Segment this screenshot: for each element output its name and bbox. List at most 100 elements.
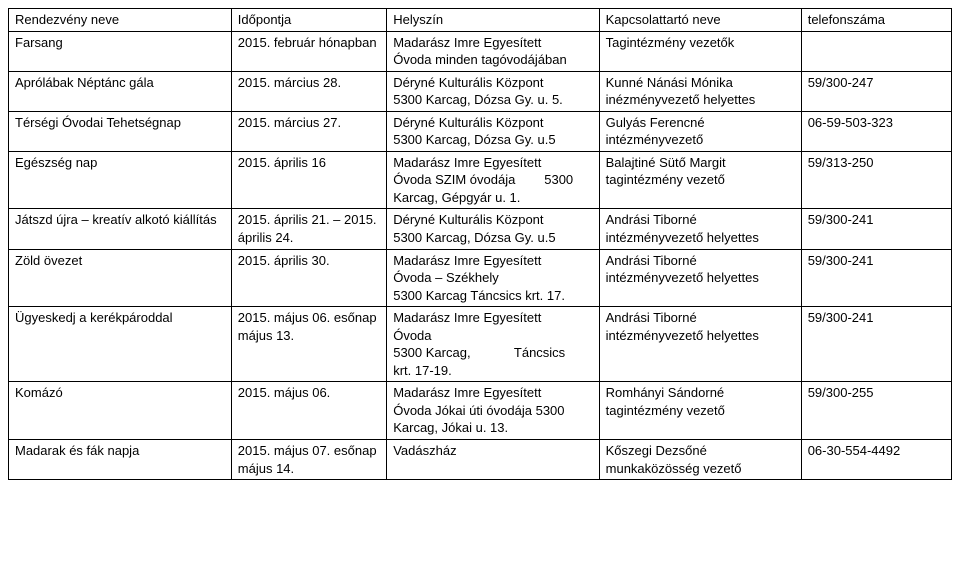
cell-location: Madarász Imre EgyesítettÓvoda – Székhely…	[387, 249, 599, 307]
location-line: 5300 Karcag, Táncsics	[393, 344, 592, 362]
contact-line: Andrási Tiborné	[606, 252, 795, 270]
cell-phone: 59/300-247	[801, 71, 951, 111]
contact-line: Andrási Tiborné	[606, 309, 795, 327]
location-line: Madarász Imre Egyesített	[393, 34, 592, 52]
table-row: Zöld övezet2015. április 30.Madarász Imr…	[9, 249, 952, 307]
cell-phone: 59/300-241	[801, 249, 951, 307]
location-line: 5300 Karcag, Dózsa Gy. u.5	[393, 131, 592, 149]
cell-date: 2015. március 27.	[231, 111, 386, 151]
location-line: Déryné Kulturális Központ	[393, 211, 592, 229]
location-line: Karcag, Jókai u. 13.	[393, 419, 592, 437]
contact-line: Tagintézmény vezetők	[606, 34, 795, 52]
table-row: Egészség nap2015. április 16Madarász Imr…	[9, 151, 952, 209]
contact-line: intézményvezető helyettes	[606, 269, 795, 287]
location-line: 5300 Karcag, Dózsa Gy. u. 5.	[393, 91, 592, 109]
cell-location: Madarász Imre EgyesítettÓvoda SZIM óvodá…	[387, 151, 599, 209]
cell-contact: Andrási Tibornéintézményvezető helyettes	[599, 249, 801, 307]
cell-location: Vadászház	[387, 440, 599, 480]
cell-location: Déryné Kulturális Központ5300 Karcag, Dó…	[387, 111, 599, 151]
cell-phone: 59/300-241	[801, 307, 951, 382]
location-line: Karcag, Gépgyár u. 1.	[393, 189, 592, 207]
location-line: Madarász Imre Egyesített	[393, 309, 592, 327]
location-line: Óvoda – Székhely	[393, 269, 592, 287]
events-table: Rendezvény neve Időpontja Helyszín Kapcs…	[8, 8, 952, 480]
cell-location: Madarász Imre EgyesítettÓvoda Jókai úti …	[387, 382, 599, 440]
table-row: Aprólábak Néptánc gála2015. március 28.D…	[9, 71, 952, 111]
location-line: Déryné Kulturális Központ	[393, 114, 592, 132]
contact-line: Andrási Tiborné	[606, 211, 795, 229]
cell-phone: 59/300-241	[801, 209, 951, 249]
location-line: Óvoda SZIM óvodája 5300	[393, 171, 592, 189]
cell-event-name: Aprólábak Néptánc gála	[9, 71, 232, 111]
cell-event-name: Egészség nap	[9, 151, 232, 209]
table-row: Farsang2015. február hónapbanMadarász Im…	[9, 31, 952, 71]
cell-date: 2015. május 06. esőnap május 13.	[231, 307, 386, 382]
cell-date: 2015. március 28.	[231, 71, 386, 111]
cell-contact: Romhányi Sándornétagintézmény vezető	[599, 382, 801, 440]
cell-location: Déryné Kulturális Központ5300 Karcag, Dó…	[387, 209, 599, 249]
cell-date: 2015. április 30.	[231, 249, 386, 307]
cell-event-name: Farsang	[9, 31, 232, 71]
cell-date: 2015. május 06.	[231, 382, 386, 440]
cell-phone: 59/300-255	[801, 382, 951, 440]
contact-line: Romhányi Sándorné	[606, 384, 795, 402]
cell-contact: Andrási Tibornéintézményvezető helyettes	[599, 307, 801, 382]
table-row: Ügyeskedj a kerékpároddal2015. május 06.…	[9, 307, 952, 382]
contact-line: Kőszegi Dezsőné	[606, 442, 795, 460]
table-row: Játszd újra – kreatív alkotó kiállítás20…	[9, 209, 952, 249]
contact-line: intézményvezető helyettes	[606, 229, 795, 247]
cell-date: 2015. április 21. – 2015. április 24.	[231, 209, 386, 249]
cell-event-name: Térségi Óvodai Tehetségnap	[9, 111, 232, 151]
table-row: Madarak és fák napja2015. május 07. esőn…	[9, 440, 952, 480]
contact-line: Gulyás Ferencné	[606, 114, 795, 132]
cell-event-name: Zöld övezet	[9, 249, 232, 307]
location-line: 5300 Karcag Táncsics krt. 17.	[393, 287, 592, 305]
col-header-name: Rendezvény neve	[9, 9, 232, 32]
location-line: Madarász Imre Egyesített	[393, 384, 592, 402]
cell-contact: Balajtiné Sütő Margittagintézmény vezető	[599, 151, 801, 209]
location-line: Madarász Imre Egyesített	[393, 154, 592, 172]
location-line: Óvoda minden tagóvodájában	[393, 51, 592, 69]
contact-line: tagintézmény vezető	[606, 402, 795, 420]
cell-event-name: Játszd újra – kreatív alkotó kiállítás	[9, 209, 232, 249]
cell-phone	[801, 31, 951, 71]
cell-location: Madarász Imre EgyesítettÓvoda5300 Karcag…	[387, 307, 599, 382]
contact-line: Balajtiné Sütő Margit	[606, 154, 795, 172]
table-row: Komázó2015. május 06.Madarász Imre Egyes…	[9, 382, 952, 440]
col-header-location: Helyszín	[387, 9, 599, 32]
cell-date: 2015. április 16	[231, 151, 386, 209]
location-line: Déryné Kulturális Központ	[393, 74, 592, 92]
location-line: Óvoda	[393, 327, 592, 345]
cell-contact: Andrási Tibornéintézményvezető helyettes	[599, 209, 801, 249]
col-header-phone: telefonszáma	[801, 9, 951, 32]
location-line: Madarász Imre Egyesített	[393, 252, 592, 270]
location-line: krt. 17-19.	[393, 362, 592, 380]
contact-line: tagintézmény vezető	[606, 171, 795, 189]
cell-contact: Gulyás Ferencnéintézményvezető	[599, 111, 801, 151]
cell-phone: 06-30-554-4492	[801, 440, 951, 480]
cell-date: 2015. május 07. esőnap május 14.	[231, 440, 386, 480]
location-line: Vadászház	[393, 442, 592, 460]
cell-contact: Tagintézmény vezetők	[599, 31, 801, 71]
contact-line: intézményvezető	[606, 131, 795, 149]
cell-event-name: Madarak és fák napja	[9, 440, 232, 480]
contact-line: munkaközösség vezető	[606, 460, 795, 478]
cell-phone: 59/313-250	[801, 151, 951, 209]
table-row: Térségi Óvodai Tehetségnap2015. március …	[9, 111, 952, 151]
cell-location: Déryné Kulturális Központ5300 Karcag, Dó…	[387, 71, 599, 111]
cell-contact: Kunné Nánási Mónikainézményvezető helyet…	[599, 71, 801, 111]
cell-contact: Kőszegi Dezsőnémunkaközösség vezető	[599, 440, 801, 480]
contact-line: inézményvezető helyettes	[606, 91, 795, 109]
cell-event-name: Ügyeskedj a kerékpároddal	[9, 307, 232, 382]
cell-phone: 06-59-503-323	[801, 111, 951, 151]
col-header-date: Időpontja	[231, 9, 386, 32]
col-header-contact: Kapcsolattartó neve	[599, 9, 801, 32]
location-line: Óvoda Jókai úti óvodája 5300	[393, 402, 592, 420]
cell-location: Madarász Imre EgyesítettÓvoda minden tag…	[387, 31, 599, 71]
cell-date: 2015. február hónapban	[231, 31, 386, 71]
location-line: 5300 Karcag, Dózsa Gy. u.5	[393, 229, 592, 247]
cell-event-name: Komázó	[9, 382, 232, 440]
contact-line: Kunné Nánási Mónika	[606, 74, 795, 92]
contact-line: intézményvezető helyettes	[606, 327, 795, 345]
table-header-row: Rendezvény neve Időpontja Helyszín Kapcs…	[9, 9, 952, 32]
